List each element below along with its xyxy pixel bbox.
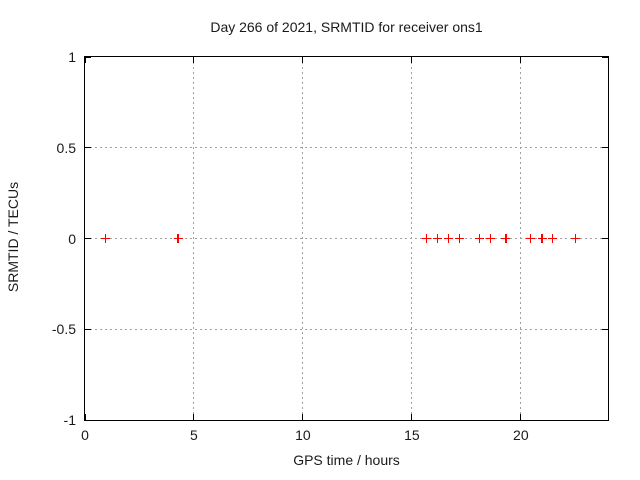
x-axis-title: GPS time / hours <box>293 452 400 468</box>
data-point-marker <box>537 234 547 243</box>
y-axis-title: SRMTID / TECUs <box>5 181 21 293</box>
x-tick-label: 20 <box>513 427 529 443</box>
y-tick-label: 1 <box>68 49 76 65</box>
y-tick-label: 0 <box>68 230 76 247</box>
chart-title: Day 266 of 2021, SRMTID for receiver ons… <box>210 19 483 35</box>
data-point-marker <box>475 234 485 243</box>
x-tick-mark <box>302 414 304 420</box>
x-tick-mark <box>193 57 195 63</box>
data-point-marker <box>525 234 535 243</box>
y-tick-mark <box>602 147 608 149</box>
y-tick-label: -0.5 <box>51 321 76 338</box>
x-tick-mark <box>411 414 413 420</box>
gridline-horizontal <box>85 328 608 330</box>
y-tick-mark <box>85 328 91 330</box>
y-tick-mark <box>602 238 608 239</box>
data-point-marker <box>548 234 558 243</box>
data-point-marker <box>432 234 442 243</box>
x-tick-label: 5 <box>190 427 198 443</box>
data-point-marker <box>501 234 511 243</box>
x-tick-mark <box>193 414 195 420</box>
data-point-marker <box>173 234 183 243</box>
x-tick-label: 15 <box>404 427 420 443</box>
y-tick-mark <box>85 147 91 149</box>
x-tick-label: 10 <box>295 427 311 443</box>
y-tick-mark <box>602 328 608 330</box>
y-tick-mark <box>85 238 91 239</box>
y-tick-mark <box>85 56 91 58</box>
data-point-marker <box>421 234 431 243</box>
y-tick-label: -1 <box>63 412 76 428</box>
x-tick-label: 0 <box>81 427 89 443</box>
x-tick-mark <box>84 57 86 63</box>
gridline-horizontal <box>85 238 608 239</box>
data-point-marker <box>455 234 465 243</box>
x-tick-mark <box>520 57 522 63</box>
data-point-marker <box>486 234 496 243</box>
data-point-marker <box>570 234 580 243</box>
x-tick-mark <box>84 414 86 420</box>
y-tick-mark <box>602 419 608 421</box>
plot-area: 0 5 10 15 20 1 0.5 0 -0.5 -1 <box>52 49 609 443</box>
y-tick-label: 0.5 <box>56 139 76 156</box>
data-point-marker <box>101 234 111 243</box>
x-tick-mark <box>302 57 304 63</box>
x-tick-mark <box>411 57 413 63</box>
data-point-marker <box>443 234 453 243</box>
x-tick-mark <box>520 414 522 420</box>
y-tick-mark <box>85 419 91 421</box>
gridline-horizontal <box>85 147 608 149</box>
y-tick-mark <box>602 56 608 58</box>
